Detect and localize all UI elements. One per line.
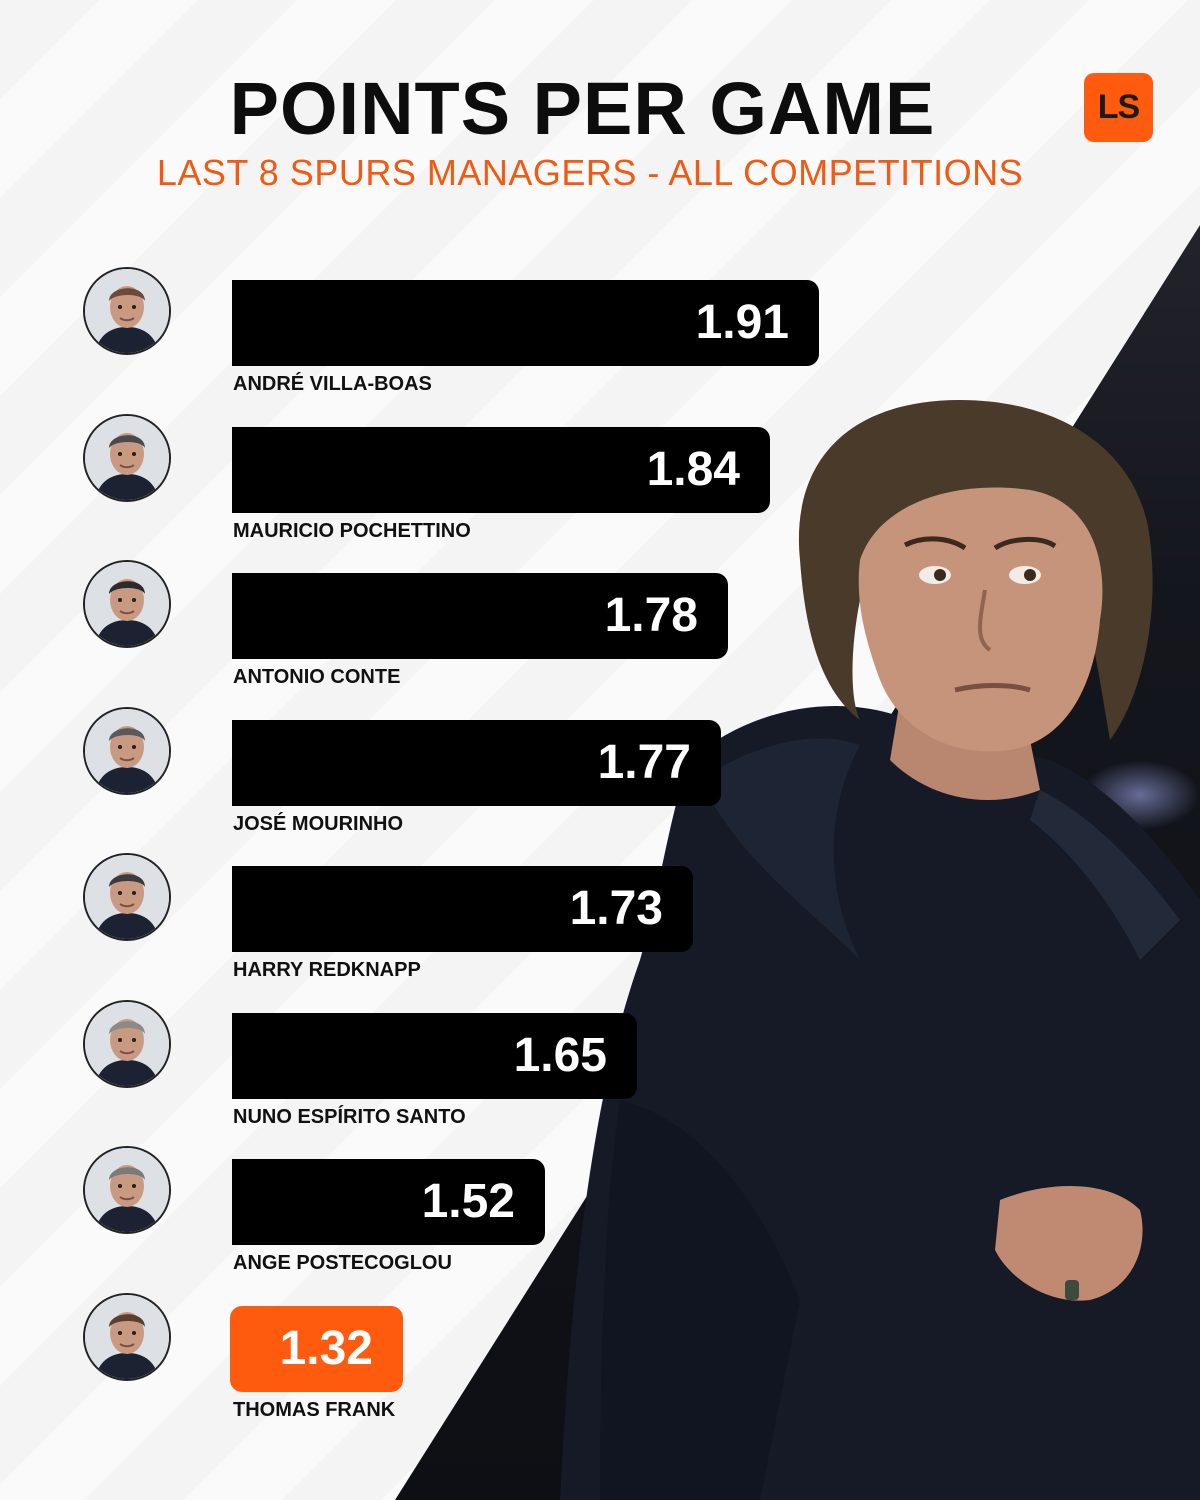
bar: 1.32 bbox=[230, 1306, 403, 1392]
manager-avatar bbox=[83, 1146, 171, 1234]
chart-row: 1.91 ANDRÉ VILLA-BOAS bbox=[0, 267, 900, 420]
manager-name-label: MAURICIO POCHETTINO bbox=[233, 520, 471, 542]
manager-avatar bbox=[83, 1000, 171, 1088]
brand-logo: LS bbox=[1084, 73, 1153, 142]
chart-row: 1.73 HARRY REDKNAPP bbox=[0, 853, 900, 1006]
bar: 1.78 bbox=[232, 573, 728, 659]
bar-value-label: 1.73 bbox=[569, 882, 663, 935]
page-title: POINTS PER GAME bbox=[229, 67, 936, 150]
manager-avatar bbox=[83, 707, 171, 795]
bar: 1.73 bbox=[232, 866, 693, 952]
manager-name-label: ANTONIO CONTE bbox=[233, 666, 401, 688]
bar-value-label: 1.65 bbox=[513, 1029, 607, 1082]
bar-value-label: 1.91 bbox=[695, 296, 789, 349]
bar-value-label: 1.32 bbox=[279, 1322, 373, 1375]
manager-name-label: THOMAS FRANK bbox=[233, 1399, 396, 1421]
manager-avatar bbox=[83, 853, 171, 941]
manager-name-label: ANGE POSTECOGLOU bbox=[233, 1252, 452, 1274]
chart-row: 1.52 ANGE POSTECOGLOU bbox=[0, 1146, 900, 1299]
page-subtitle: LAST 8 SPURS MANAGERS - ALL COMPETITIONS bbox=[156, 152, 1024, 193]
manager-avatar bbox=[83, 414, 171, 502]
chart-row: 1.78 ANTONIO CONTE bbox=[0, 560, 900, 713]
manager-name-label: ANDRÉ VILLA-BOAS bbox=[233, 373, 432, 395]
bar: 1.65 bbox=[232, 1013, 637, 1099]
manager-avatar bbox=[83, 267, 171, 355]
bar: 1.91 bbox=[232, 280, 819, 366]
bar-value-label: 1.84 bbox=[646, 443, 740, 496]
bar: 1.77 bbox=[232, 720, 721, 806]
chart-row: 1.77 JOSÉ MOURINHO bbox=[0, 707, 900, 860]
manager-name-label: HARRY REDKNAPP bbox=[233, 959, 421, 981]
manager-avatar bbox=[83, 1293, 171, 1381]
manager-avatar bbox=[83, 560, 171, 648]
bar-value-label: 1.78 bbox=[604, 589, 698, 642]
manager-name-label: NUNO ESPÍRITO SANTO bbox=[233, 1106, 466, 1128]
bar-value-label: 1.52 bbox=[421, 1175, 515, 1228]
bar: 1.52 bbox=[232, 1159, 545, 1245]
manager-name-label: JOSÉ MOURINHO bbox=[233, 813, 404, 835]
chart-row: 1.84 MAURICIO POCHETTINO bbox=[0, 414, 900, 567]
chart-row: 1.32 THOMAS FRANK bbox=[0, 1293, 900, 1446]
chart-row: 1.65 NUNO ESPÍRITO SANTO bbox=[0, 1000, 900, 1153]
bar-value-label: 1.77 bbox=[597, 736, 691, 789]
bar: 1.84 bbox=[232, 427, 770, 513]
